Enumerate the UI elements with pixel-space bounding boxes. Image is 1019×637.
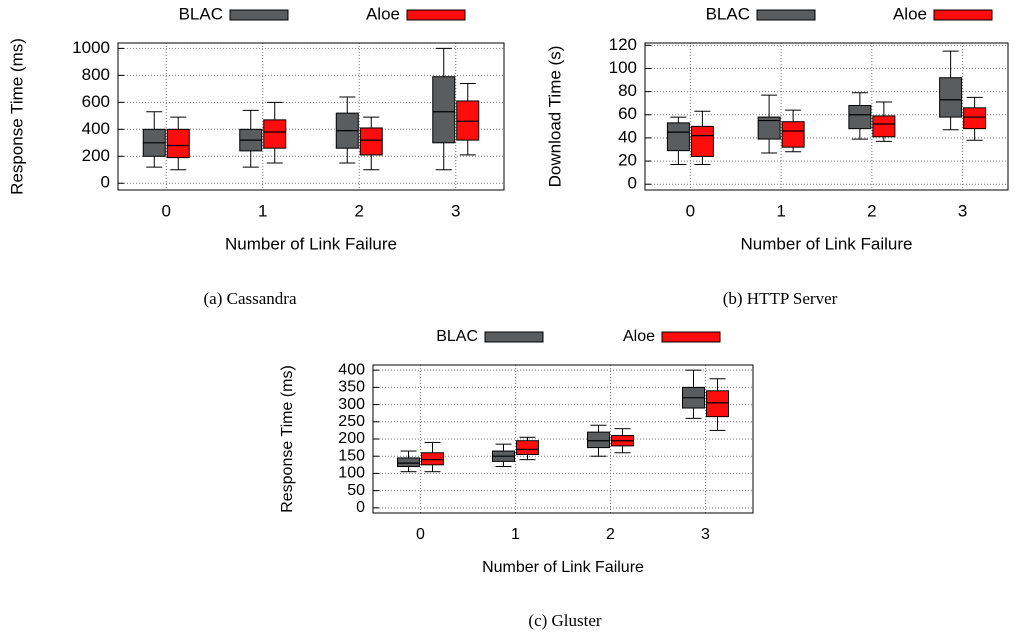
x-tick-label: 0 xyxy=(686,201,695,220)
plot-frame xyxy=(117,42,505,191)
y-axis-label: Download Time (s) xyxy=(545,46,564,188)
caption: (a) Cassandra xyxy=(204,289,297,308)
x-tick-label: 1 xyxy=(511,526,520,543)
legend-label: BLAC xyxy=(706,4,750,23)
box xyxy=(397,457,420,468)
x-tick-label: 1 xyxy=(258,201,267,220)
plot-frame xyxy=(372,364,754,514)
caption: (b) HTTP Server xyxy=(723,289,838,308)
y-tick-label: 200 xyxy=(82,146,110,165)
box xyxy=(421,452,444,466)
legend-swatch xyxy=(229,9,289,21)
legend-label: Aloe xyxy=(623,328,655,345)
y-tick-label: 1000 xyxy=(72,38,110,57)
x-tick-label: 1 xyxy=(776,201,785,220)
box xyxy=(872,115,896,138)
box xyxy=(963,107,987,130)
y-tick-label: 400 xyxy=(82,119,110,138)
x-axis-label: Number of Link Failure xyxy=(482,559,644,576)
x-tick-label: 2 xyxy=(606,526,615,543)
box xyxy=(456,100,480,141)
x-tick-label: 0 xyxy=(416,526,425,543)
y-tick-label: 150 xyxy=(338,447,365,464)
legend-swatch xyxy=(661,331,721,343)
box xyxy=(706,390,729,418)
y-tick-label: 0 xyxy=(101,173,110,192)
y-tick-label: 400 xyxy=(338,361,365,378)
plot-frame xyxy=(644,42,1009,191)
y-tick-label: 20 xyxy=(618,151,637,170)
x-axis-label: Number of Link Failure xyxy=(741,234,913,253)
y-axis-label: Response Time (ms) xyxy=(7,38,26,195)
box xyxy=(587,431,610,449)
box xyxy=(939,77,963,118)
x-axis-label: Number of Link Failure xyxy=(225,234,397,253)
legend-label: Aloe xyxy=(893,4,927,23)
x-tick-label: 3 xyxy=(958,201,967,220)
legend-label: Aloe xyxy=(366,4,400,23)
box xyxy=(263,119,287,149)
box xyxy=(666,122,690,152)
legend-label: BLAC xyxy=(436,328,478,345)
x-tick-label: 2 xyxy=(867,201,876,220)
y-tick-label: 0 xyxy=(628,174,637,193)
box xyxy=(690,125,714,157)
y-tick-label: 600 xyxy=(82,92,110,111)
y-tick-label: 200 xyxy=(338,430,365,447)
y-tick-label: 250 xyxy=(338,413,365,430)
legend-label: BLAC xyxy=(179,4,223,23)
y-axis-label: Response Time (ms) xyxy=(279,365,296,513)
y-tick-label: 50 xyxy=(347,482,365,499)
y-tick-label: 0 xyxy=(356,499,365,516)
box xyxy=(432,76,456,144)
box xyxy=(848,105,872,130)
y-tick-label: 100 xyxy=(609,58,637,77)
y-tick-label: 80 xyxy=(618,81,637,100)
y-tick-label: 800 xyxy=(82,65,110,84)
box xyxy=(166,128,190,159)
legend-swatch xyxy=(406,9,466,21)
legend-swatch xyxy=(484,331,544,343)
box xyxy=(757,116,781,140)
box xyxy=(359,127,383,156)
box xyxy=(516,440,539,455)
x-tick-label: 2 xyxy=(355,201,364,220)
x-tick-label: 3 xyxy=(451,201,460,220)
y-tick-label: 100 xyxy=(338,465,365,482)
x-tick-label: 3 xyxy=(701,526,710,543)
y-tick-label: 120 xyxy=(609,35,637,54)
legend-swatch xyxy=(933,9,993,21)
box xyxy=(781,121,805,148)
x-tick-label: 0 xyxy=(162,201,171,220)
caption: (c) Gluster xyxy=(528,611,602,630)
y-tick-label: 60 xyxy=(618,104,637,123)
legend-swatch xyxy=(756,9,816,21)
y-tick-label: 300 xyxy=(338,396,365,413)
y-tick-label: 350 xyxy=(338,379,365,396)
y-tick-label: 40 xyxy=(618,127,637,146)
